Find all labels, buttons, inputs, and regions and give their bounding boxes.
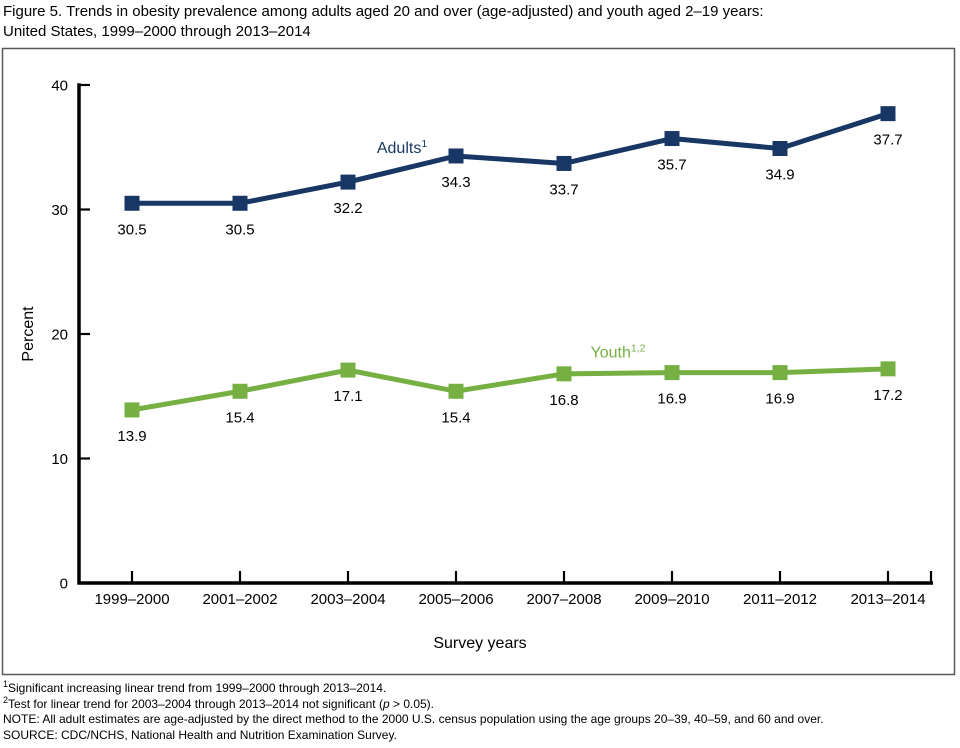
y-tick-label: 30 (51, 202, 68, 219)
x-axis-title: Survey years (433, 635, 526, 652)
youth-marker (664, 365, 680, 381)
adults-value-label: 32.2 (333, 200, 362, 217)
x-tick-label: 2005–2006 (418, 591, 493, 608)
adults-series-label: Adults1 (377, 138, 427, 157)
footnote-line: NOTE: All adult estimates are age-adjust… (3, 712, 824, 726)
footnote-line: 1Significant increasing linear trend fro… (3, 679, 387, 696)
youth-value-label: 13.9 (117, 428, 146, 445)
x-tick-label: 2003–2004 (310, 591, 385, 608)
youth-marker (232, 383, 248, 399)
chart-frame (1, 47, 956, 676)
x-tick-label: 1999–2000 (94, 591, 169, 608)
footnote-superscript: 1 (3, 679, 9, 689)
youth-marker (772, 365, 788, 381)
youth-value-label: 17.1 (333, 388, 362, 405)
adults-value-label: 30.5 (225, 221, 254, 238)
youth-marker (556, 366, 572, 382)
x-tick-label: 2009–2010 (634, 591, 709, 608)
figure-title-line1: Figure 5. Trends in obesity prevalence a… (3, 3, 764, 20)
adults-marker (880, 106, 896, 122)
youth-series-label: Youth1,2 (591, 343, 646, 362)
adults-marker (340, 174, 356, 190)
figure-title: Figure 5. Trends in obesity prevalence a… (3, 2, 953, 42)
adults-marker (448, 148, 464, 164)
y-tick-label: 20 (51, 327, 68, 344)
adults-marker (232, 195, 248, 211)
footnote-superscript: 2 (3, 694, 9, 705)
figure-title-line2: United States, 1999–2000 through 2013–20… (3, 23, 311, 40)
youth-value-label: 16.9 (657, 391, 686, 408)
adults-marker (772, 140, 788, 156)
adults-line (132, 111, 889, 206)
youth-value-label: 17.2 (873, 387, 902, 404)
y-tick-label: 10 (51, 451, 68, 468)
footnote-line: SOURCE: CDC/NCHS, National Health and Nu… (3, 727, 397, 742)
y-tick-label: 40 (51, 78, 68, 95)
youth-value-label: 15.4 (441, 409, 470, 426)
youth-marker (880, 361, 896, 377)
youth-line (131, 366, 889, 413)
footnote-line: 2Test for linear trend for 2003–2004 thr… (3, 694, 435, 711)
youth-marker (340, 362, 356, 378)
youth-value-label: 16.8 (549, 392, 578, 409)
youth-value-label: 15.4 (225, 409, 254, 426)
adults-marker (124, 195, 140, 211)
x-tick-label: 2007–2008 (526, 591, 601, 608)
youth-marker (448, 383, 464, 399)
footnotes: 1Significant increasing linear trend fro… (3, 679, 955, 743)
adults-value-label: 35.7 (657, 157, 686, 174)
youth-marker (124, 402, 140, 418)
youth-value-label: 16.9 (765, 391, 794, 408)
adults-marker (664, 131, 680, 147)
x-tick-label: 2001–2002 (202, 591, 277, 608)
x-tick-label: 2011–2012 (743, 591, 817, 608)
adults-value-label: 33.7 (549, 181, 578, 198)
y-axis-title: Percent (20, 306, 37, 362)
adults-value-label: 37.7 (873, 132, 902, 149)
adults-value-label: 34.3 (441, 174, 470, 191)
x-tick-label: 2013–2014 (850, 591, 925, 608)
y-tick-label: 0 (60, 576, 68, 593)
adults-value-label: 30.5 (117, 221, 146, 238)
adults-value-label: 34.9 (765, 166, 794, 183)
axis-spines (77, 83, 933, 585)
adults-marker (556, 155, 572, 171)
